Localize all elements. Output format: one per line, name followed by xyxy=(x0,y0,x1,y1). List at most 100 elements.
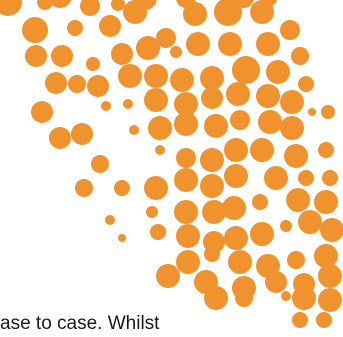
pattern-dot xyxy=(37,0,53,10)
pattern-dot xyxy=(123,99,133,109)
pattern-dot xyxy=(224,226,248,250)
pattern-dot xyxy=(201,87,223,109)
pattern-dot xyxy=(45,72,67,94)
pattern-dot xyxy=(218,32,242,56)
pattern-dot xyxy=(144,64,168,88)
pattern-dot xyxy=(318,264,342,288)
pattern-dot xyxy=(150,224,166,240)
pattern-dot xyxy=(281,291,291,301)
pattern-dot xyxy=(224,138,248,162)
pattern-dot xyxy=(314,190,338,214)
pattern-dot xyxy=(286,188,310,212)
pattern-dot xyxy=(118,234,126,242)
pattern-dot xyxy=(156,264,180,288)
pattern-dot xyxy=(204,286,228,310)
pattern-dot xyxy=(280,116,304,140)
pattern-dot xyxy=(49,127,71,149)
pattern-dot xyxy=(101,101,111,111)
pattern-dot xyxy=(280,220,292,232)
pattern-dot xyxy=(291,47,309,65)
pattern-dot xyxy=(186,32,210,56)
pattern-dot xyxy=(314,244,338,268)
pattern-dot xyxy=(156,28,176,48)
pattern-dot xyxy=(67,20,83,36)
pattern-dot xyxy=(321,105,335,119)
pattern-dot xyxy=(51,45,73,67)
pattern-dot xyxy=(280,20,300,40)
pattern-dot xyxy=(224,164,248,188)
pattern-dot xyxy=(298,170,314,186)
pattern-dot xyxy=(68,75,86,93)
pattern-dot xyxy=(250,222,274,246)
pattern-dot xyxy=(200,174,224,198)
pattern-dot xyxy=(322,170,338,186)
pattern-dot xyxy=(226,82,250,106)
pattern-dot xyxy=(31,101,53,123)
pattern-dot xyxy=(230,110,250,130)
pattern-dot xyxy=(174,112,198,136)
pattern-dot xyxy=(146,206,158,218)
pattern-dot xyxy=(148,116,172,140)
pattern-dot xyxy=(292,312,308,328)
pattern-dot xyxy=(250,138,274,162)
pattern-dot xyxy=(287,251,305,269)
pattern-dot xyxy=(298,210,322,234)
pattern-dot xyxy=(111,0,125,11)
pattern-dot xyxy=(320,218,343,242)
pattern-dot xyxy=(144,176,168,200)
pattern-dot xyxy=(176,148,196,168)
pattern-dot xyxy=(204,114,228,138)
pattern-dot xyxy=(176,250,200,274)
pattern-dot xyxy=(91,155,109,173)
pattern-dot xyxy=(155,145,165,155)
pattern-dot xyxy=(174,168,198,192)
pattern-dot xyxy=(316,312,332,328)
pattern-dot xyxy=(256,84,280,108)
pattern-dot xyxy=(266,60,290,84)
pattern-dot xyxy=(222,196,246,220)
pattern-dot xyxy=(48,0,72,8)
pattern-dot xyxy=(75,179,93,197)
body-text-line: ase to case. Whilst xyxy=(0,313,160,334)
pattern-dot xyxy=(258,110,282,134)
pattern-dot xyxy=(292,286,316,310)
pattern-dot xyxy=(71,123,93,145)
pattern-dot xyxy=(136,36,160,60)
pattern-dot xyxy=(265,271,287,293)
pattern-dot xyxy=(284,144,308,168)
pattern-dot xyxy=(232,56,260,84)
pattern-dot xyxy=(252,194,268,210)
pattern-dot xyxy=(174,92,198,116)
pattern-dot xyxy=(264,166,288,190)
pattern-dot xyxy=(170,46,182,58)
pattern-dot xyxy=(129,125,139,135)
pattern-dot xyxy=(298,76,314,92)
pattern-dot xyxy=(318,142,334,158)
pattern-dot xyxy=(174,200,198,224)
pattern-dot xyxy=(80,0,100,16)
pattern-dot xyxy=(0,0,22,16)
pattern-dot xyxy=(235,289,253,307)
pattern-dot xyxy=(250,0,274,24)
pattern-dot xyxy=(204,246,220,262)
pattern-dot xyxy=(114,180,130,196)
pattern-dot xyxy=(87,75,109,97)
pattern-dot xyxy=(123,0,147,24)
pattern-dot xyxy=(256,32,280,56)
pattern-dot xyxy=(22,17,48,43)
pattern-dot xyxy=(202,200,226,224)
pattern-dot xyxy=(214,0,242,26)
pattern-dot xyxy=(228,250,252,274)
pattern-dot xyxy=(25,45,47,67)
pattern-dot xyxy=(170,68,194,92)
pattern-dot xyxy=(200,66,224,90)
pattern-dot xyxy=(105,215,115,225)
pattern-dot xyxy=(308,108,316,116)
pattern-dot xyxy=(176,224,200,248)
pattern-dot xyxy=(111,43,133,65)
pattern-dot xyxy=(144,88,168,112)
pattern-dot xyxy=(318,288,342,312)
pattern-dot xyxy=(280,90,304,114)
pattern-dot xyxy=(200,148,224,172)
